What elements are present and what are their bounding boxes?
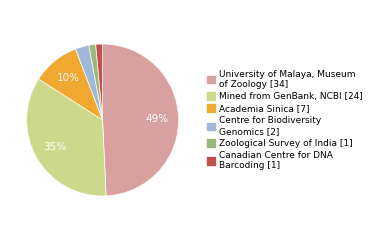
Wedge shape bbox=[103, 44, 179, 196]
Wedge shape bbox=[39, 49, 103, 120]
Wedge shape bbox=[89, 44, 103, 120]
Legend: University of Malaya, Museum
of Zoology [34], Mined from GenBank, NCBI [24], Aca: University of Malaya, Museum of Zoology … bbox=[206, 69, 363, 171]
Wedge shape bbox=[76, 45, 103, 120]
Text: 10%: 10% bbox=[57, 72, 79, 83]
Text: 35%: 35% bbox=[44, 142, 67, 152]
Wedge shape bbox=[27, 79, 106, 196]
Wedge shape bbox=[96, 44, 103, 120]
Text: 49%: 49% bbox=[146, 114, 169, 124]
